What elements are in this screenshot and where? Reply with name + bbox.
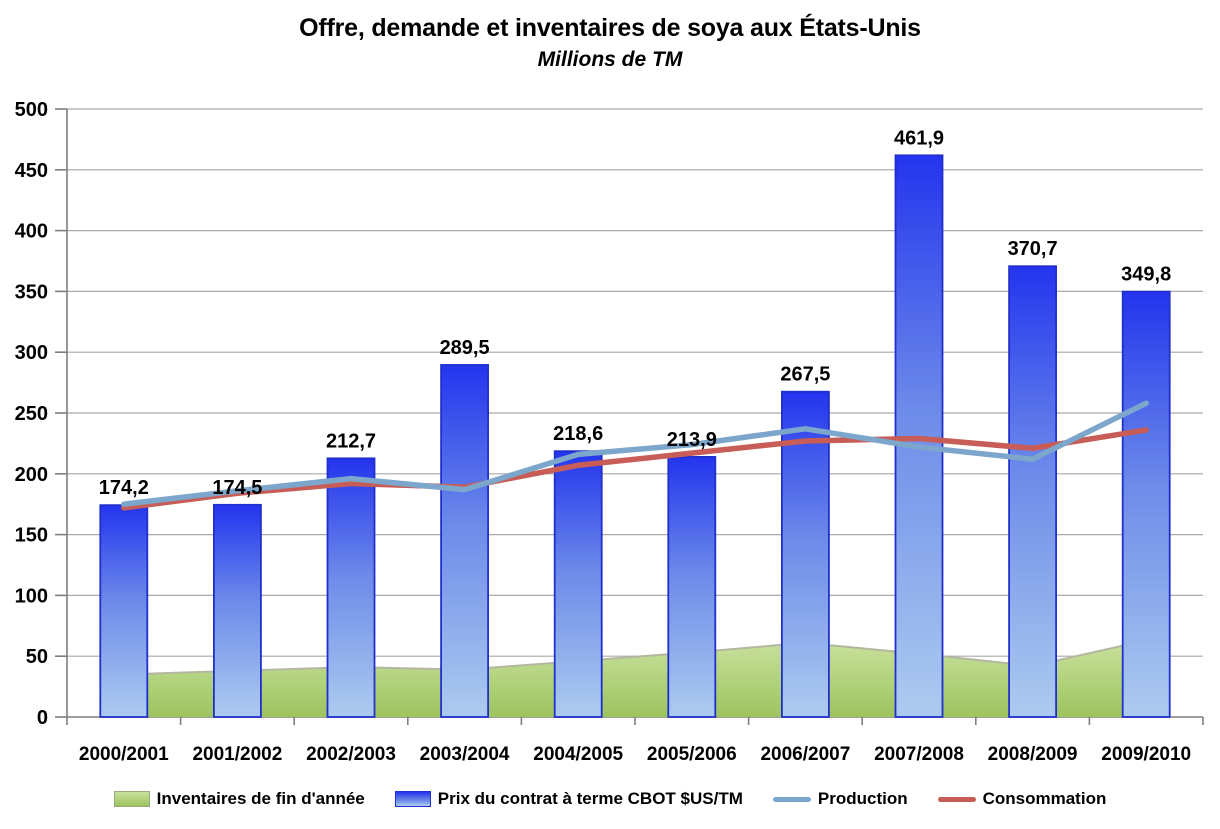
chart-title: Offre, demande et inventaires de soya au… [299,14,921,42]
price-bar [1121,290,1171,718]
x-tick-label: 2000/2001 [79,744,169,765]
bar-value-label: 218,6 [553,423,603,445]
bar-value-label: 267,5 [780,364,830,386]
y-tick-label: 250 [15,403,48,425]
bar-value-label: 213,9 [667,429,717,451]
bar-value-label: 174,2 [99,477,149,499]
bar-value-label: 349,8 [1121,264,1171,286]
bar-swatch-icon [394,791,431,807]
price-bar [1008,265,1057,718]
production-line-swatch-icon [772,796,811,802]
chart-legend: Inventaires de fin d'année Prix du contr… [0,789,1220,809]
bar-value-label: 461,9 [894,127,944,149]
price-bar [781,390,830,718]
price-bar [667,455,717,718]
x-tick-label: 2005/2006 [647,744,737,765]
combo-chart: 0 50 100 150 200 250 300 350 400 450 500 174,2 174,5… [15,99,1204,765]
x-tick-label: 2001/2002 [192,744,282,765]
x-tick-label: 2004/2005 [533,744,623,765]
x-tick-label: 2002/2003 [306,744,396,765]
consommation-line [121,427,1149,511]
x-tick-label: 2008/2009 [988,744,1078,765]
x-tick-label: 2007/2008 [874,744,964,765]
price-bar [553,450,603,718]
bar-value-label: 370,7 [1008,238,1058,260]
legend-label-consommation: Consommation [982,789,1107,808]
x-tick-label: 2009/2010 [1101,744,1191,765]
chart-subtitle: Millions de TM [537,48,683,71]
y-tick-label: 150 [15,525,48,547]
bar-value-label: 212,7 [326,430,376,452]
price-bar [440,364,490,718]
y-tick-label: 300 [15,342,48,364]
y-tick-label: 500 [15,99,48,121]
inventory-area [123,640,1147,717]
y-tick-label: 350 [15,281,48,303]
inventory-area-edge [123,639,1147,676]
bar-value-label: 289,5 [440,337,490,359]
price-bar [99,504,149,718]
bar-value-label: 174,5 [212,477,262,499]
y-tick-label: 400 [15,221,48,243]
y-tick-label: 100 [15,585,48,607]
legend-label-prix-cbot: Prix du contrat à terme CBOT $US/TM [437,789,743,808]
y-tick-label: 0 [37,707,48,729]
consommation-line-swatch-icon [937,796,976,802]
legend-item-inventaires: Inventaires de fin d'année [113,789,365,809]
area-swatch-icon [113,791,150,807]
legend-item-prix-cbot: Prix du contrat à terme CBOT $US/TM [394,789,743,809]
y-tick-label: 200 [15,464,48,486]
legend-label-production: Production [817,789,908,808]
legend-item-consommation: Consommation [937,789,1107,809]
price-bar [212,503,262,718]
x-tick-label: 2006/2007 [760,744,850,765]
production-line [121,400,1149,507]
y-tick-label: 450 [15,160,48,182]
y-tick-label: 50 [26,646,48,668]
legend-item-production: Production [772,789,908,809]
x-tick-label: 2003/2004 [420,744,510,765]
price-bar [326,457,376,718]
legend-label-inventaires: Inventaires de fin d'année [156,789,365,808]
